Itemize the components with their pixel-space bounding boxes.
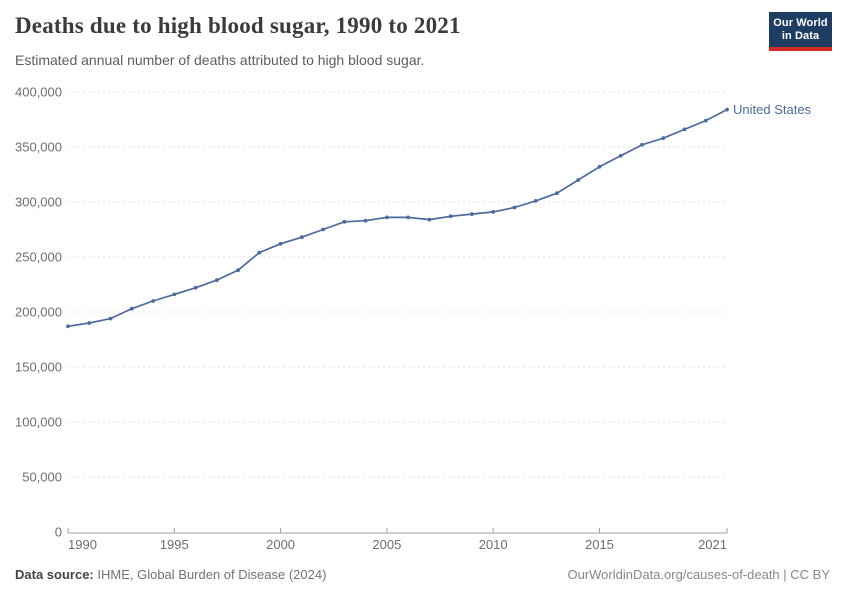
data-point [512,205,517,210]
y-axis-label: 150,000 [15,360,62,375]
data-point [236,268,240,273]
y-axis-label: 300,000 [15,195,62,210]
y-axis-label: 0 [55,525,62,540]
data-point [555,191,559,196]
data-source-value: IHME, Global Burden of Disease (2024) [93,567,327,582]
y-axis-label: 350,000 [15,140,62,155]
data-point [618,153,623,158]
data-source-label: Data source: [15,567,94,582]
x-axis-label: 2021 [698,537,727,552]
series-line-united-states [67,108,728,328]
data-point [703,118,708,123]
data-point [491,210,496,214]
data-point [66,324,70,329]
chart-footer: Data source: IHME, Global Burden of Dise… [15,567,830,582]
data-point [427,217,432,222]
data-point [299,235,304,240]
data-point [725,107,729,112]
data-point [448,214,453,219]
chart-title: Deaths due to high blood sugar, 1990 to … [15,13,461,38]
x-axis-label: 2005 [372,537,401,552]
data-point [640,142,644,147]
data-point [257,250,262,255]
data-point [384,215,389,220]
data-point [172,292,177,297]
data-point [470,212,474,216]
y-axis-label: 100,000 [15,415,62,430]
data-point [108,316,113,321]
data-source-line[interactable]: Data source: IHME, Global Burden of Dise… [15,567,326,582]
x-axis-label: 2010 [479,537,508,552]
x-axis-label: 2000 [266,537,295,552]
data-point [342,219,347,224]
data-point [129,306,134,311]
data-point [406,215,411,220]
x-axis-label: 1995 [160,537,189,552]
owid-logo-line2: in Data [781,29,820,42]
y-axis-label: 400,000 [15,85,62,100]
y-axis-label: 50,000 [22,470,62,485]
data-point [576,178,581,182]
data-point [682,127,687,132]
footer-link[interactable]: OurWorldinData.org/causes-of-death | CC … [567,567,830,582]
data-point [278,241,283,246]
data-point [321,227,325,232]
x-axis-label: 2015 [585,537,614,552]
data-point [533,199,538,203]
data-point [214,278,219,282]
line-chart: 0 50,000 100,000 150,000 200,000 250,000 300,0… [15,85,812,552]
data-point [661,136,666,141]
data-point [193,285,198,290]
data-point [597,164,602,169]
y-axis-label: 250,000 [15,250,62,265]
data-point [87,321,92,325]
y-axis-label: 200,000 [15,305,62,320]
owid-logo-line1: Our World [773,16,828,29]
owid-logo[interactable]: Our World in Data [769,12,832,51]
x-axis-label: 1990 [68,537,97,552]
data-point [151,299,155,303]
series-label-united-states[interactable]: United States [733,102,812,117]
data-point [363,218,368,223]
chart-subtitle: Estimated annual number of deaths attrib… [15,52,425,68]
